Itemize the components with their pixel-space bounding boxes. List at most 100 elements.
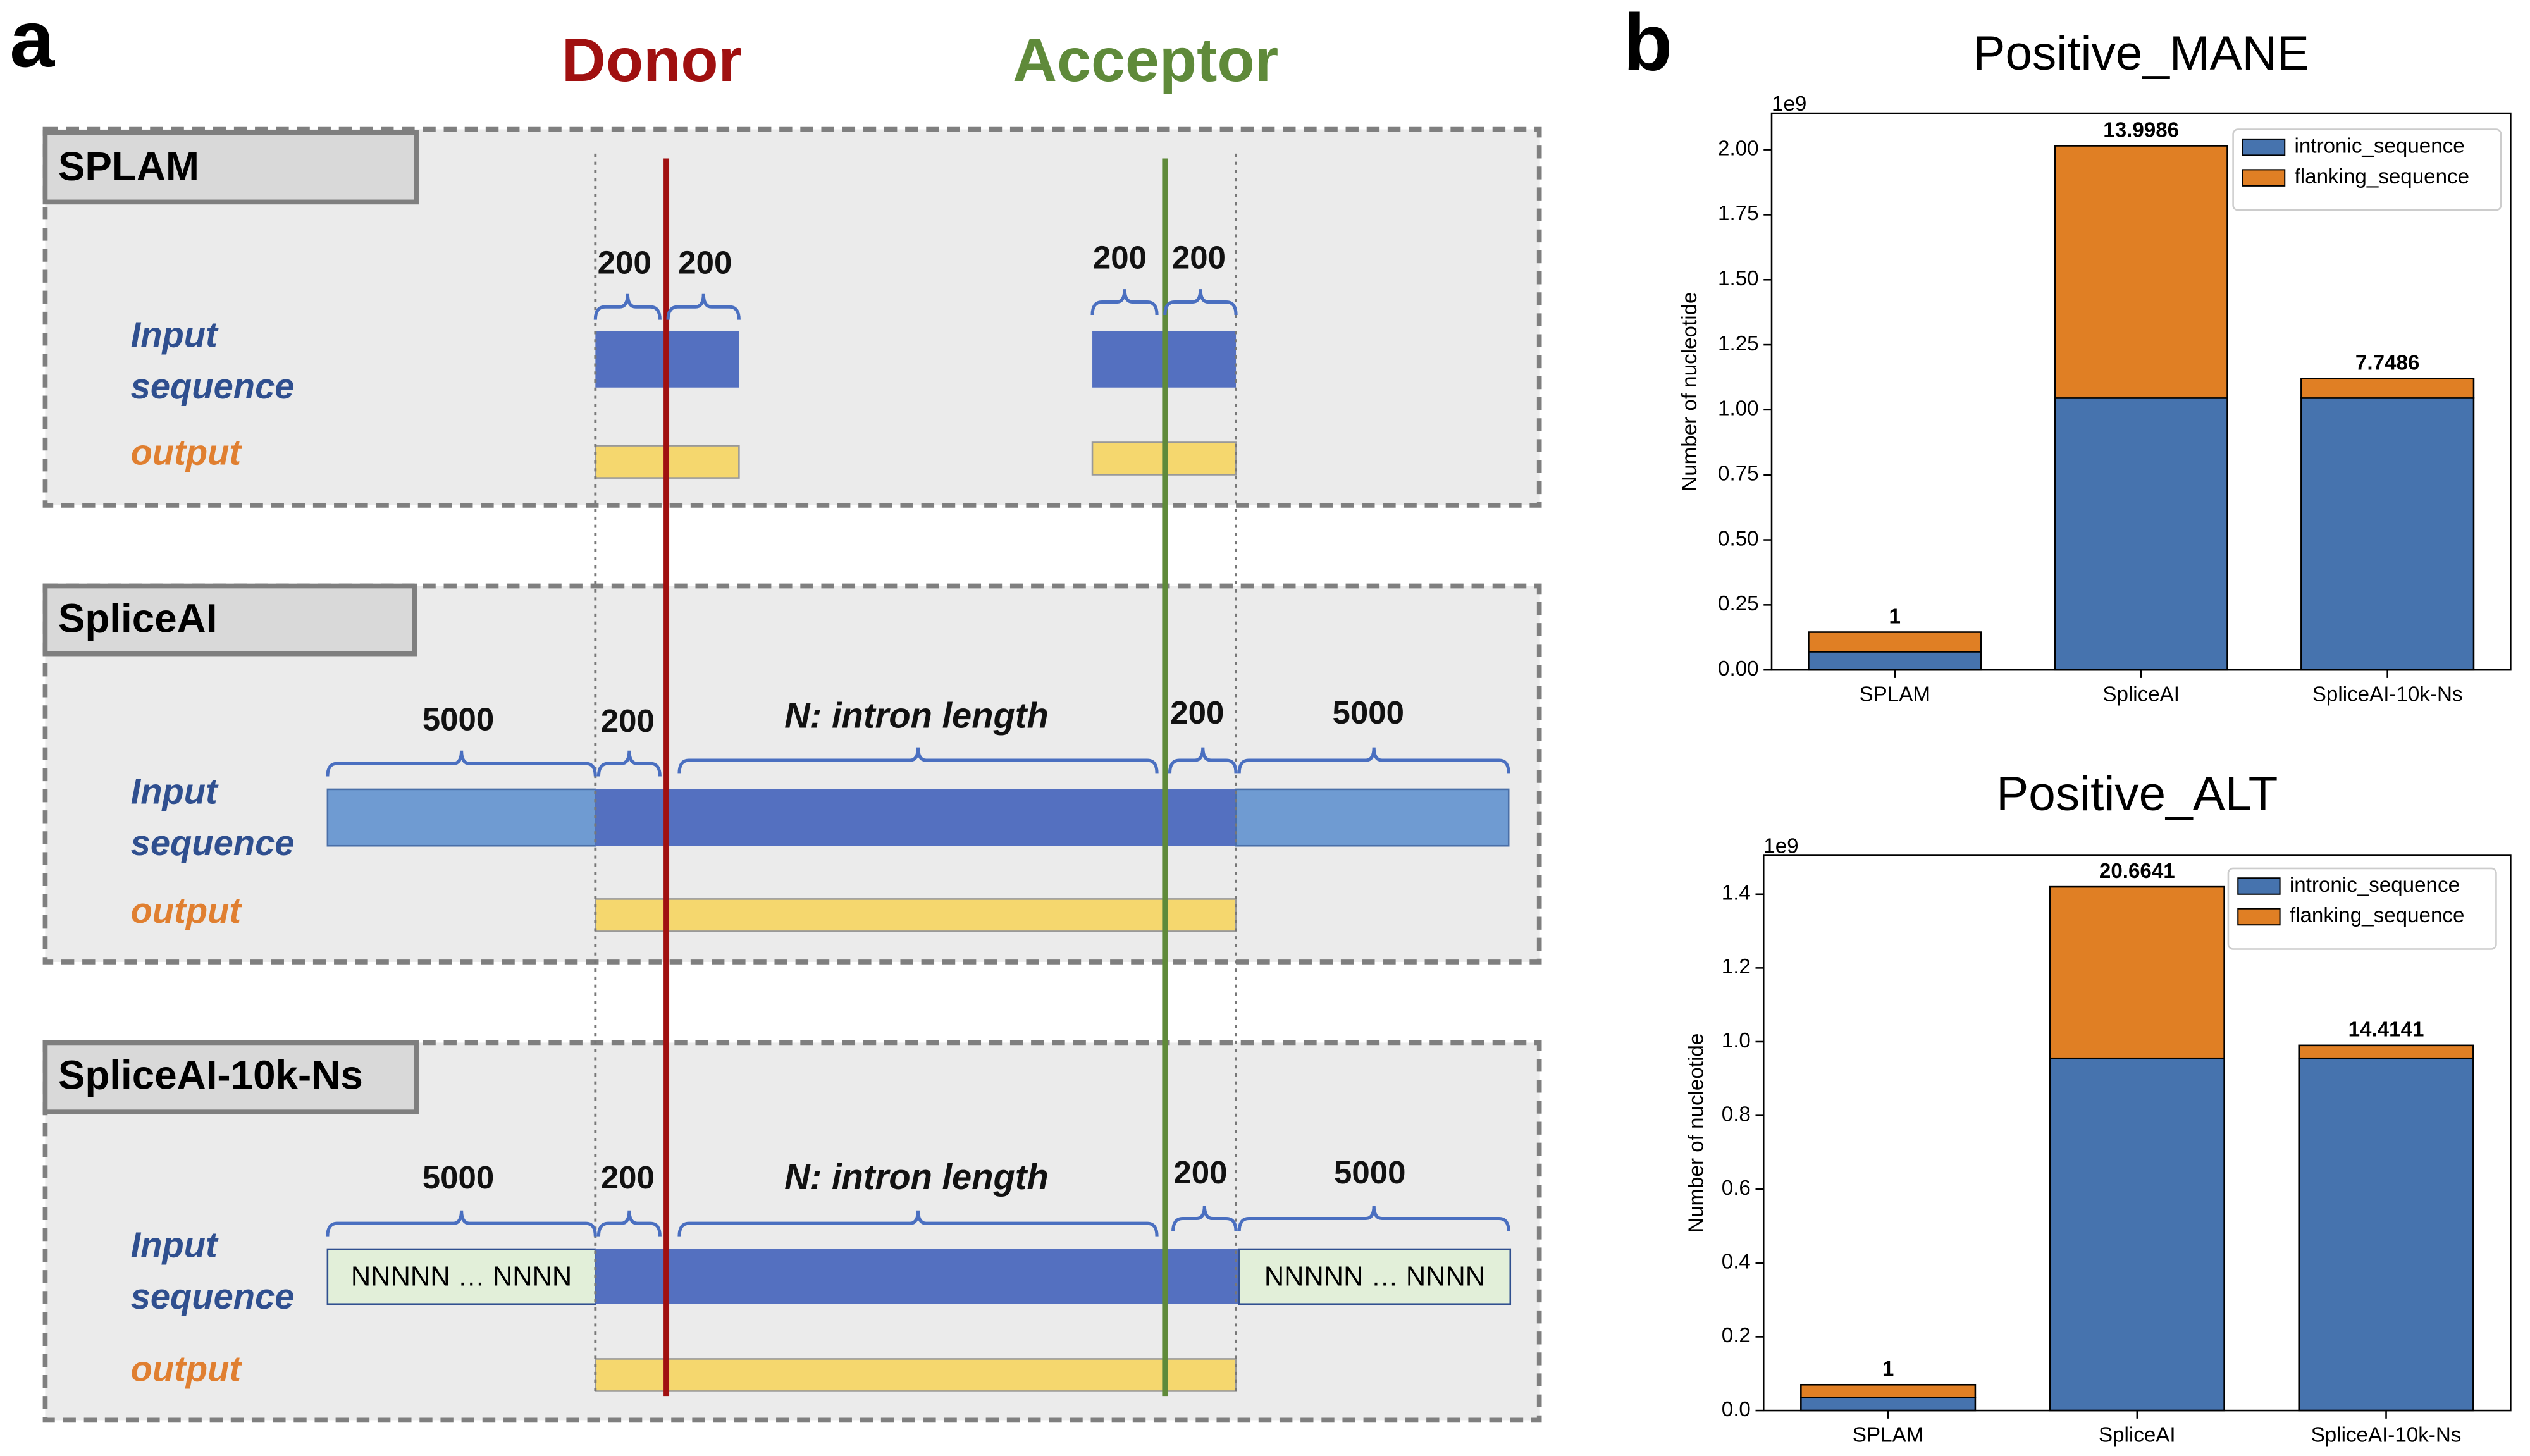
x-tick-label: SPLAM — [1853, 1424, 1923, 1447]
legend-swatch — [2242, 138, 2286, 156]
bar-label: 20.6641 — [2099, 860, 2175, 883]
y-tick-label: 1.75 — [1718, 202, 1759, 225]
model-tab — [42, 583, 417, 657]
legend-swatch — [2237, 908, 2281, 926]
bar-segment — [2054, 145, 2228, 399]
model-box — [42, 1040, 1542, 1423]
brace — [1171, 1206, 1238, 1232]
model-tab — [42, 130, 419, 205]
length-label: 5000 — [423, 1159, 495, 1195]
legend-label: intronic_sequence — [2295, 134, 2465, 157]
padding-block — [326, 1248, 596, 1305]
y-offset-label: 1e9 — [1763, 835, 1798, 858]
legend-box — [2232, 128, 2502, 211]
x-tick-label: SpliceAI — [2099, 1424, 2176, 1447]
brace — [1237, 747, 1510, 774]
brace — [1237, 1206, 1510, 1232]
bar-segment — [2300, 378, 2475, 399]
input-label: Input — [131, 314, 219, 354]
x-tick-label: SpliceAI-10k-Ns — [2312, 683, 2463, 706]
brace — [1090, 289, 1159, 316]
bar-segment — [2300, 397, 2475, 671]
legend-label: intronic_sequence — [2290, 873, 2460, 897]
y-tick-label: 1.00 — [1718, 397, 1759, 421]
y-tick-label: 0.6 — [1722, 1176, 1751, 1200]
model-boxes — [42, 126, 1542, 1423]
brace — [593, 293, 662, 320]
chart-title: Positive_MANE — [1973, 27, 2309, 80]
legend-label: flanking_sequence — [2290, 904, 2465, 927]
length-label: N: intron length — [784, 1157, 1049, 1197]
length-label: 200 — [601, 703, 655, 739]
length-label: 200 — [678, 244, 732, 280]
brace — [666, 293, 741, 320]
bar-label: 7.7486 — [2355, 351, 2419, 374]
input-label: Input — [131, 771, 219, 811]
input-label: Input — [131, 1225, 219, 1264]
panel-label: b — [1623, 0, 1672, 88]
braces — [326, 289, 1510, 1237]
y-tick-label: 0.8 — [1722, 1102, 1751, 1126]
flank-block — [1235, 788, 1510, 847]
output-label: output — [131, 433, 243, 472]
length-label: 200 — [1093, 240, 1147, 276]
y-tick-label: 1.4 — [1722, 882, 1751, 905]
y-tick-label: 0.75 — [1718, 462, 1759, 485]
bar-segment — [1800, 1383, 1977, 1398]
output-block — [595, 1358, 1237, 1392]
brace — [326, 1210, 597, 1237]
length-label: N: intron length — [784, 696, 1049, 736]
panel-label: a — [9, 0, 55, 85]
length-label: 200 — [598, 244, 651, 280]
model-tab — [42, 1040, 419, 1114]
x-tick-label: SpliceAI-10k-Ns — [2311, 1424, 2462, 1447]
bar-label: 1 — [1882, 1357, 1894, 1381]
bar-label: 14.4141 — [2348, 1018, 2424, 1042]
bar-segment — [1808, 651, 1982, 671]
sequence-blocks — [326, 331, 1512, 1392]
chart-title: Positive_ALT — [1996, 767, 2278, 821]
y-tick-label: 1.0 — [1722, 1029, 1751, 1052]
bar-segment — [2298, 1044, 2474, 1059]
model-name: SpliceAI — [58, 595, 218, 641]
y-axis-label: Number of nucleotide — [1678, 292, 1701, 491]
input-label: sequence — [131, 823, 295, 863]
x-tick-label: SpliceAI — [2102, 683, 2180, 706]
length-label: 200 — [1172, 240, 1226, 276]
axes-frame — [1770, 112, 2512, 671]
length-label: 200 — [1170, 694, 1224, 731]
model-name: SPLAM — [58, 144, 199, 189]
legend-swatch — [2242, 169, 2286, 187]
legend-box — [2227, 867, 2497, 950]
y-tick-label: 0.25 — [1718, 592, 1759, 615]
acceptor-label: Acceptor — [1013, 25, 1278, 94]
bar-segment — [1800, 1397, 1977, 1412]
y-tick-label: 2.00 — [1718, 137, 1759, 160]
length-label: 200 — [1173, 1154, 1227, 1190]
legend-label: flanking_sequence — [2295, 165, 2470, 188]
x-tick-label: SPLAM — [1860, 683, 1930, 706]
output-label: output — [131, 891, 243, 930]
padding-block — [1238, 1248, 1512, 1305]
legend-swatch — [2237, 877, 2281, 895]
bar-label: 1 — [1889, 605, 1901, 628]
length-label: 5000 — [423, 701, 495, 737]
input-label: sequence — [131, 1276, 295, 1316]
padding-label: NNNNN … NNNN — [351, 1261, 572, 1292]
length-label: 5000 — [1334, 1154, 1406, 1190]
y-tick-label: 1.50 — [1718, 267, 1759, 290]
y-tick-label: 0.2 — [1722, 1324, 1751, 1347]
y-tick-label: 0.00 — [1718, 657, 1759, 681]
output-block — [595, 898, 1237, 932]
y-tick-label: 0.4 — [1722, 1250, 1751, 1274]
y-tick-label: 0.0 — [1722, 1398, 1751, 1421]
brace — [1163, 289, 1238, 316]
donor-label: Donor — [562, 25, 742, 94]
brace — [677, 1210, 1159, 1237]
input-block — [595, 789, 1237, 846]
y-tick-label: 0.50 — [1718, 527, 1759, 550]
y-offset-label: 1e9 — [1772, 92, 1806, 116]
bar-segment — [2049, 885, 2225, 1059]
y-tick-label: 1.2 — [1722, 955, 1751, 978]
